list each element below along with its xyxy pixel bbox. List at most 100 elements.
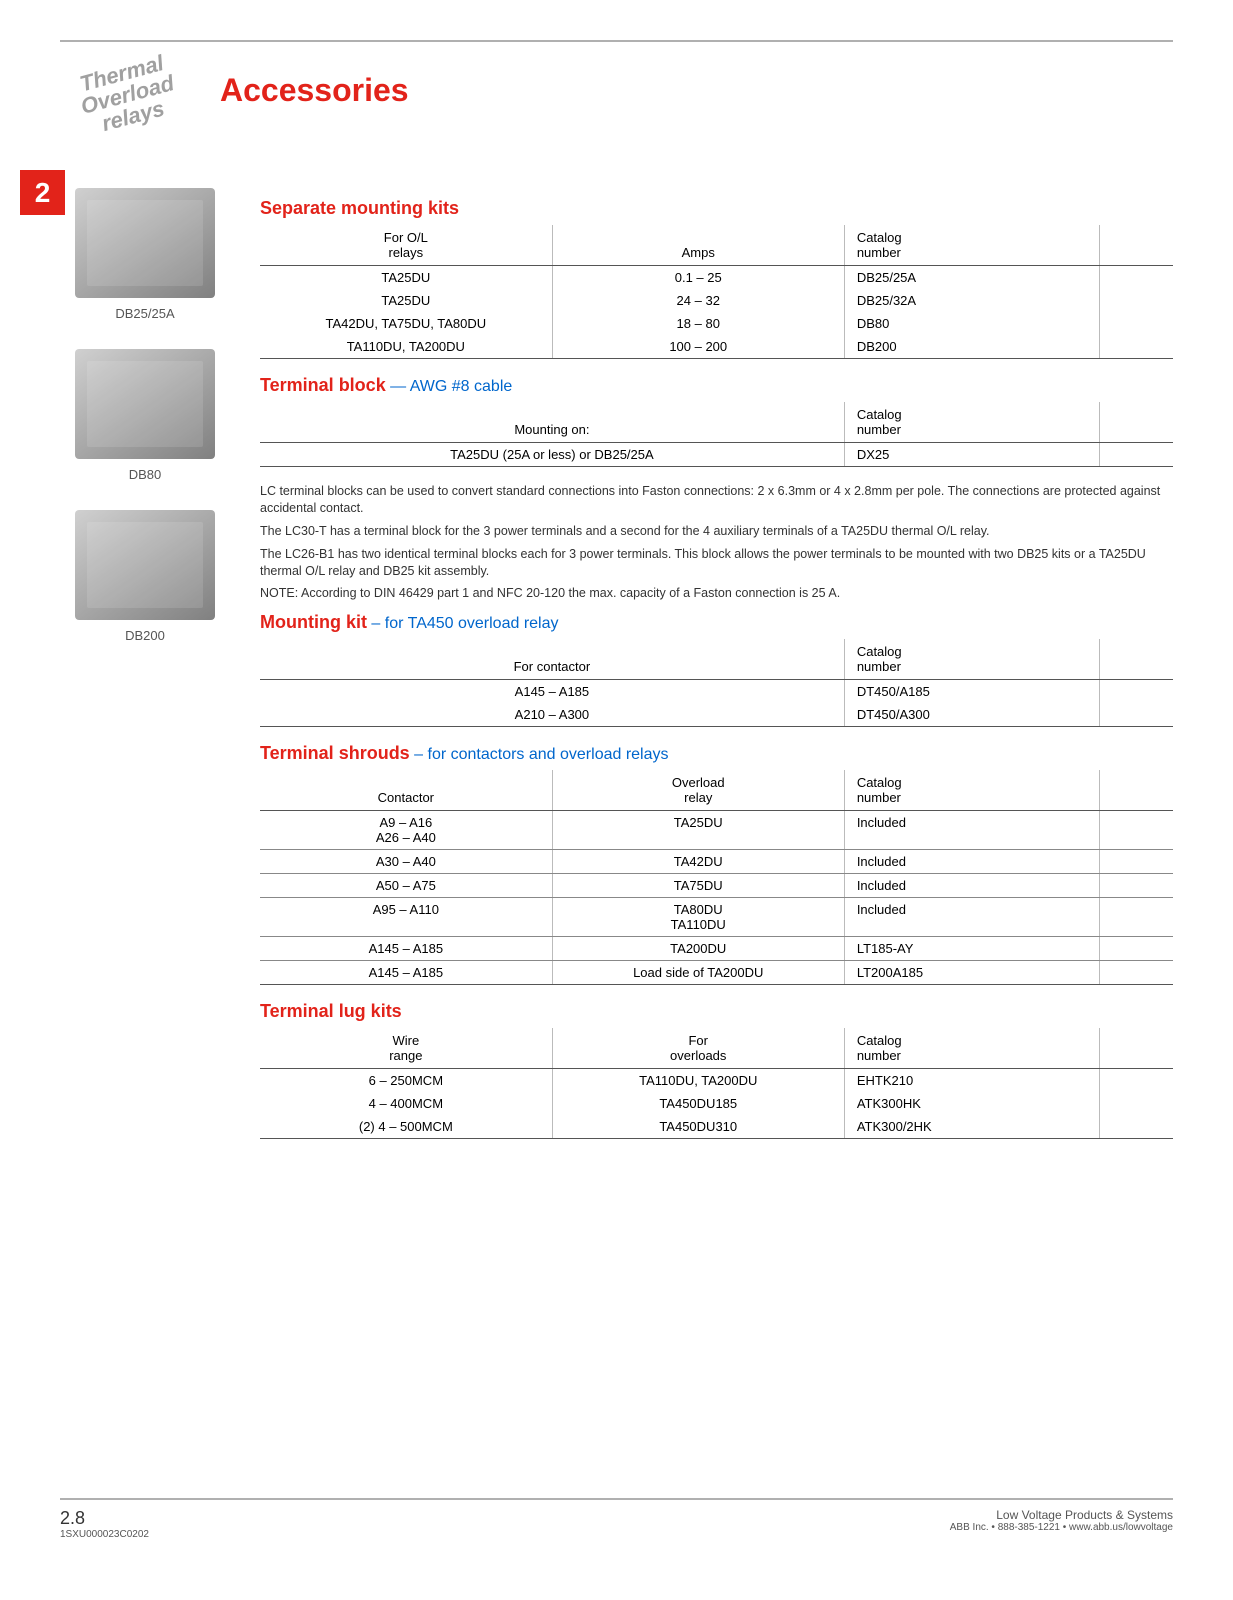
cell: DX25 [844,443,1100,467]
section-heading: Separate mounting kits [260,198,1173,219]
cell: TA75DU [552,874,844,898]
col-spacer [1100,639,1173,680]
cell: Included [844,874,1100,898]
cell: DT450/A300 [844,703,1100,727]
note-text: NOTE: According to DIN 46429 part 1 and … [260,585,1173,602]
col-header: Contactor [260,770,552,811]
cell: A210 – A300 [260,703,844,727]
cell: A9 – A16A26 – A40 [260,811,552,850]
product-thumb: DB80 [60,349,230,482]
cell: TA80DUTA110DU [552,898,844,937]
cell: 24 – 32 [552,289,844,312]
footer-left: 2.8 1SXU000023C0202 [60,1508,149,1540]
cell: DB25/32A [844,289,1100,312]
thumb-caption: DB80 [60,467,230,482]
note-text: The LC26-B1 has two identical terminal b… [260,546,1173,580]
cell: A145 – A185 [260,937,552,961]
col-spacer [1100,225,1173,266]
cell: 0.1 – 25 [552,266,844,290]
cell: (2) 4 – 500MCM [260,1115,552,1139]
section-heading: Mounting kit – for TA450 overload relay [260,612,1173,633]
heading-text: Mounting kit [260,612,367,632]
cell: 6 – 250MCM [260,1069,552,1093]
product-thumb: DB25/25A [60,188,230,321]
content: DB25/25A DB80 DB200 Separate mounting ki… [60,188,1173,1155]
col-header: For O/Lrelays [260,225,552,266]
footer-title: Low Voltage Products & Systems [950,1508,1173,1522]
note-text: LC terminal blocks can be used to conver… [260,483,1173,517]
category-badge: Thermal Overload relays [50,52,200,128]
cell: TA450DU185 [552,1092,844,1115]
terminal-lug-kits-table: Wirerange Foroverloads Catalognumber 6 –… [260,1028,1173,1139]
cell: TA25DU [260,266,552,290]
col-header: Catalognumber [844,402,1100,443]
cell: TA450DU310 [552,1115,844,1139]
cell: EHTK210 [844,1069,1100,1093]
section-heading: Terminal block — AWG #8 cable [260,375,1173,396]
terminal-shrouds-table: Contactor Overloadrelay Catalognumber A9… [260,770,1173,985]
col-spacer [1100,402,1173,443]
thumb-caption: DB200 [60,628,230,643]
col-header: Catalognumber [844,1028,1100,1069]
heading-text: Terminal block [260,375,386,395]
mounting-kit-table: For contactor Catalognumber A145 – A185D… [260,639,1173,727]
sidebar: DB25/25A DB80 DB200 [60,188,230,1155]
heading-sub: – for contactors and overload relays [410,746,669,763]
col-header: Overloadrelay [552,770,844,811]
footer-right: Low Voltage Products & Systems ABB Inc. … [950,1508,1173,1540]
terminal-block-table: Mounting on: Catalognumber TA25DU (25A o… [260,402,1173,467]
heading-text: Terminal shrouds [260,743,410,763]
col-header: Mounting on: [260,402,844,443]
page-number: 2.8 [60,1508,149,1529]
cell: 18 – 80 [552,312,844,335]
cell: A50 – A75 [260,874,552,898]
cell: DB200 [844,335,1100,359]
cell: LT185-AY [844,937,1100,961]
col-spacer [1100,1028,1173,1069]
cell: 100 – 200 [552,335,844,359]
col-spacer [1100,770,1173,811]
cell: TA110DU, TA200DU [260,335,552,359]
col-header: For contactor [260,639,844,680]
page: Thermal Overload relays Accessories 2 DB… [0,0,1233,1560]
page-title: Accessories [220,72,409,109]
cell: ATK300/2HK [844,1115,1100,1139]
cell: Included [844,850,1100,874]
catalog-code: 1SXU000023C0202 [60,1529,149,1540]
cell: TA42DU [552,850,844,874]
product-thumb: DB200 [60,510,230,643]
heading-sub: – for TA450 overload relay [367,615,559,632]
col-header: Catalognumber [844,225,1100,266]
main-content: Separate mounting kits For O/Lrelays Amp… [260,188,1173,1155]
cell: DB25/25A [844,266,1100,290]
product-image [75,349,215,459]
cell: Included [844,811,1100,850]
cell: TA25DU (25A or less) or DB25/25A [260,443,844,467]
cell: Load side of TA200DU [552,961,844,985]
footer-contact: ABB Inc. • 888-385-1221 • www.abb.us/low… [950,1522,1173,1533]
section-heading: Terminal shrouds – for contactors and ov… [260,743,1173,764]
cell: TA25DU [260,289,552,312]
cell: TA110DU, TA200DU [552,1069,844,1093]
thumb-caption: DB25/25A [60,306,230,321]
col-header: Wirerange [260,1028,552,1069]
cell: LT200A185 [844,961,1100,985]
product-image [75,188,215,298]
page-footer: 2.8 1SXU000023C0202 Low Voltage Products… [60,1498,1173,1540]
cell: 4 – 400MCM [260,1092,552,1115]
cell: DT450/A185 [844,680,1100,704]
product-image [75,510,215,620]
cell: Included [844,898,1100,937]
col-header: Foroverloads [552,1028,844,1069]
top-rule [60,40,1173,42]
cell: TA200DU [552,937,844,961]
mounting-kits-table: For O/Lrelays Amps Catalognumber TA25DU0… [260,225,1173,359]
cell: A145 – A185 [260,680,844,704]
cell: A30 – A40 [260,850,552,874]
cell: A95 – A110 [260,898,552,937]
col-header: Catalognumber [844,639,1100,680]
cell: A145 – A185 [260,961,552,985]
col-header: Catalognumber [844,770,1100,811]
cell: ATK300HK [844,1092,1100,1115]
cell: TA25DU [552,811,844,850]
